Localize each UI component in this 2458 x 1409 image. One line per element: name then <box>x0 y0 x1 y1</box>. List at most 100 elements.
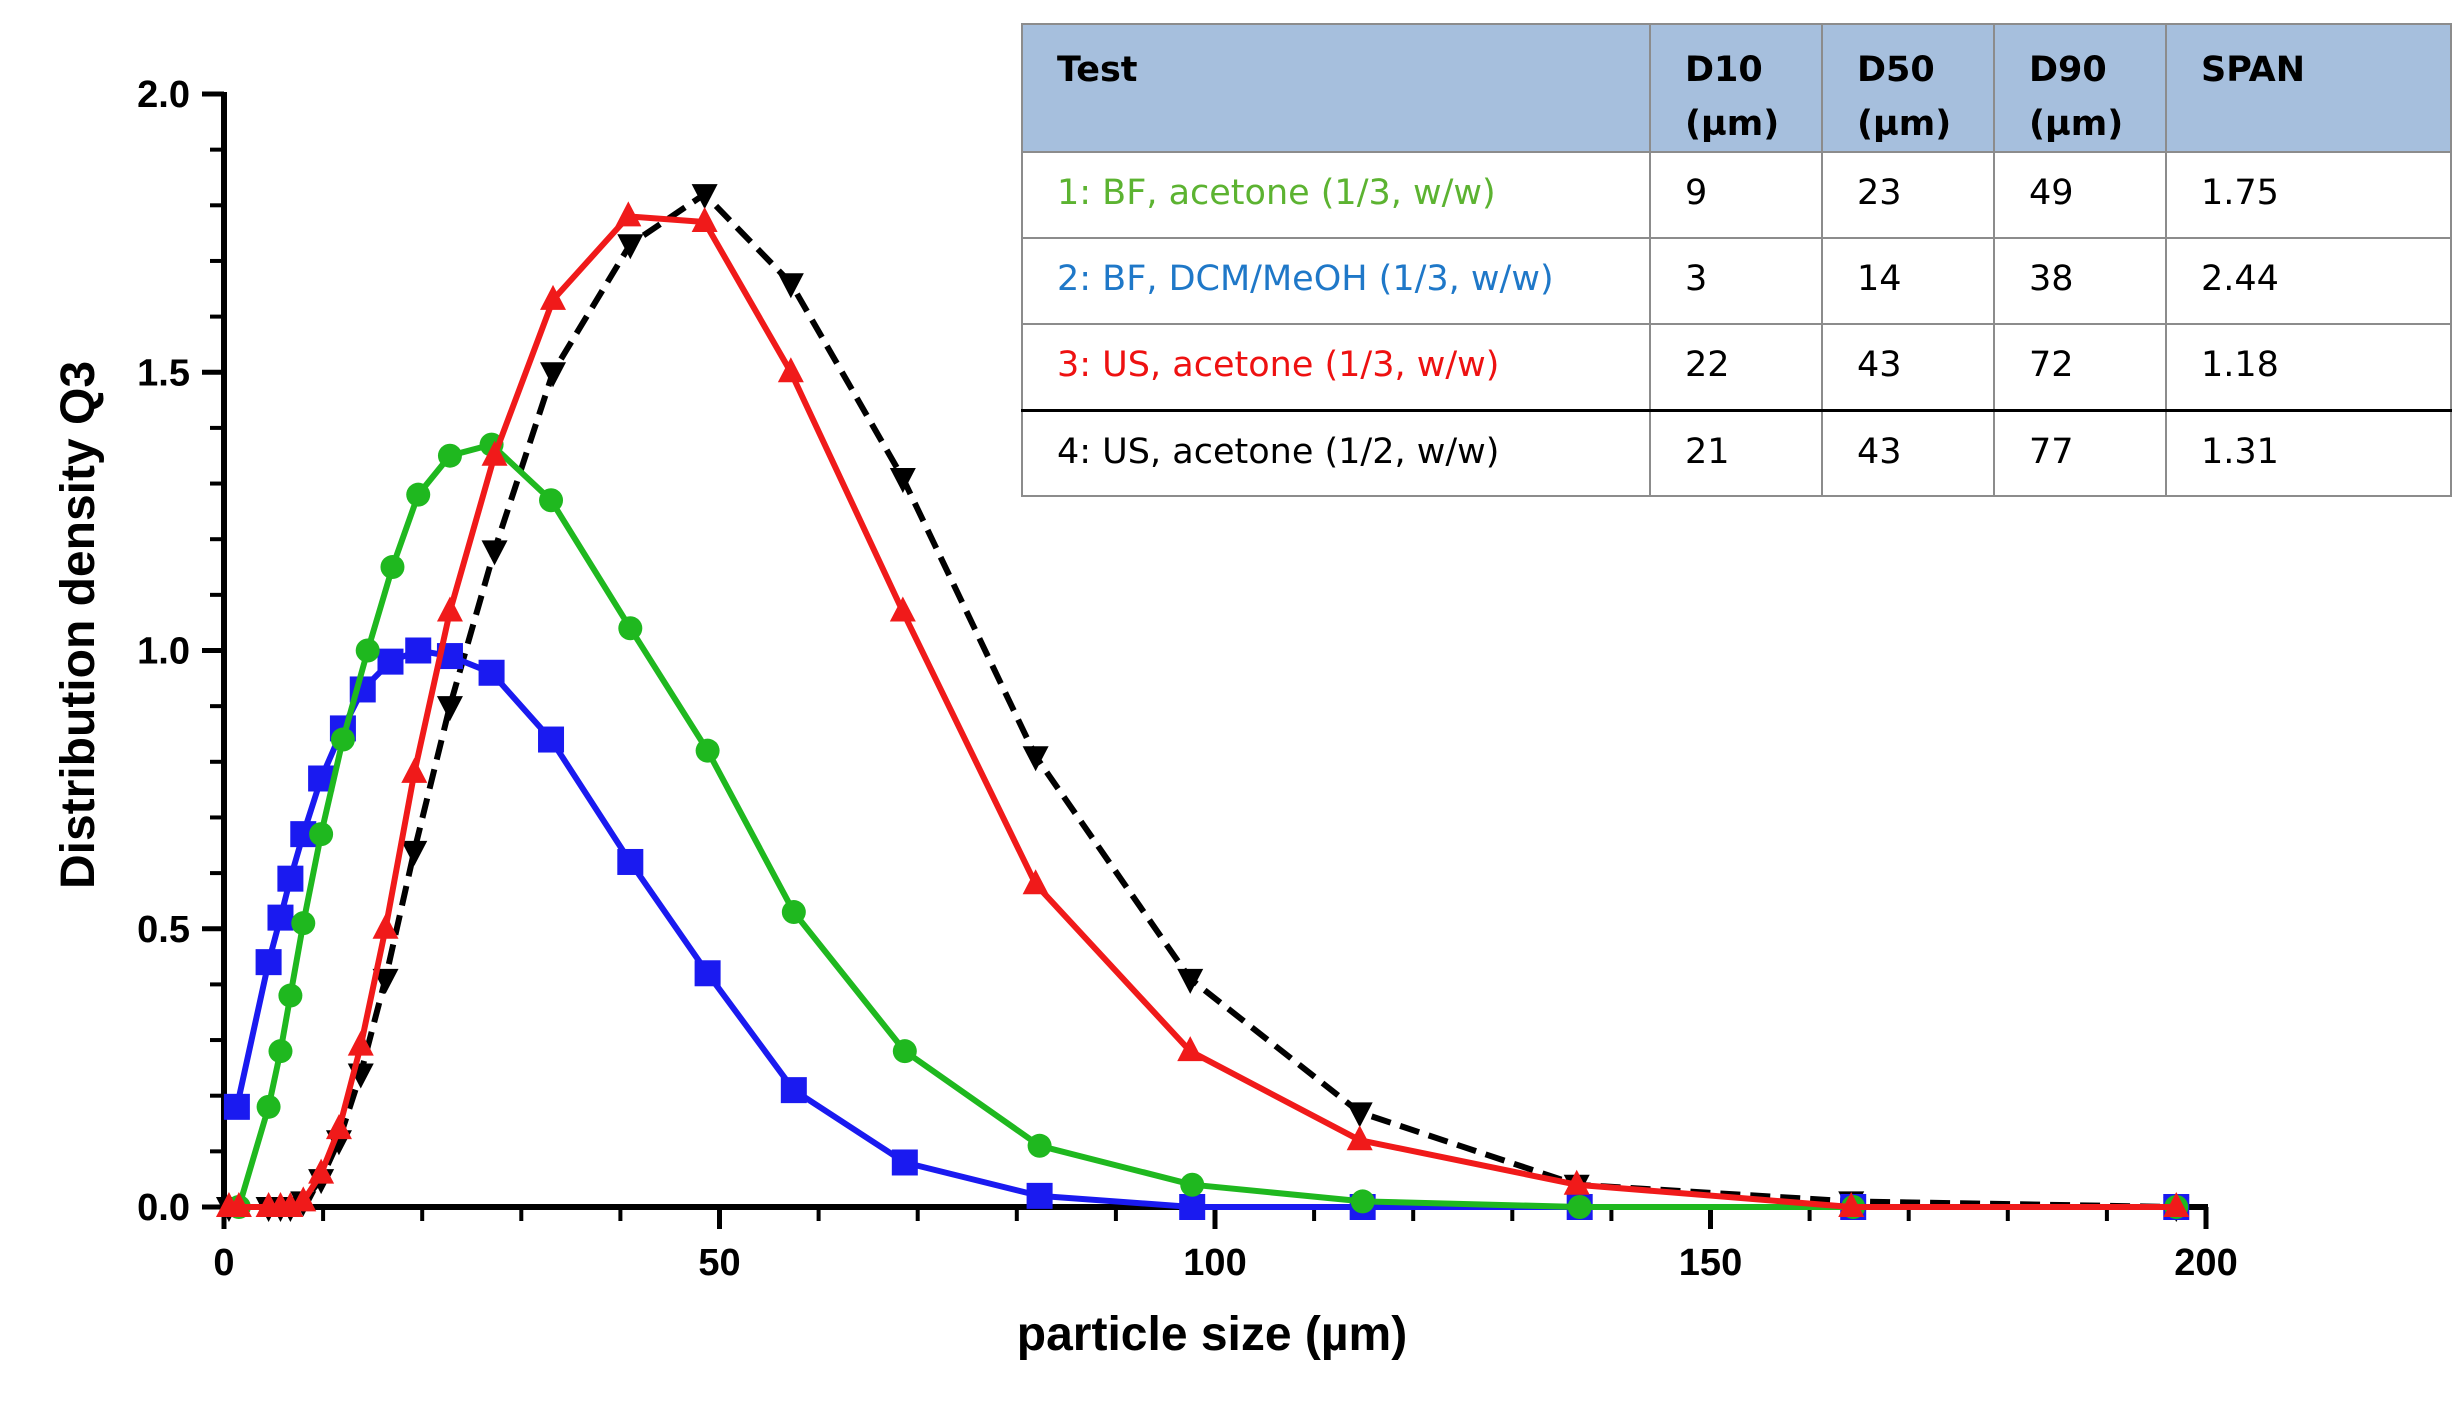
data-point <box>256 1094 281 1119</box>
data-point <box>618 616 643 641</box>
series-2 <box>223 637 2190 1220</box>
header-d10-unit: (µm) <box>1685 104 1780 144</box>
header-d10: D10 (µm) <box>1649 23 1823 153</box>
data-point <box>481 540 508 566</box>
data-point <box>372 968 399 994</box>
data-point <box>1022 746 1049 772</box>
y-tick-label: 1.5 <box>137 352 190 394</box>
data-point <box>268 1039 293 1064</box>
y-tick-label: 2.0 <box>137 74 190 116</box>
data-point <box>377 648 404 675</box>
data-point <box>401 840 428 866</box>
data-point <box>406 482 431 507</box>
header-d50-unit: (µm) <box>1857 104 1952 144</box>
x-tick-label: 150 <box>1679 1242 1742 1284</box>
data-point <box>1177 1036 1204 1062</box>
row-d90: 77 <box>1993 408 2167 497</box>
data-point <box>290 1186 317 1212</box>
data-point <box>889 467 916 493</box>
x-tick-label: 100 <box>1183 1242 1246 1284</box>
data-point <box>478 659 505 686</box>
data-point <box>1027 1133 1052 1158</box>
data-point <box>1179 1194 1206 1220</box>
series-line <box>236 441 2177 1210</box>
data-point <box>2163 1192 2190 1217</box>
data-point <box>691 184 718 210</box>
y-tick-label: 0.0 <box>137 1187 190 1229</box>
data-point <box>436 696 463 722</box>
data-point <box>1838 1192 1865 1217</box>
header-d90: D90 (µm) <box>1993 23 2167 153</box>
series-3 <box>215 201 2190 1217</box>
header-d90-unit: (µm) <box>2029 104 2124 144</box>
header-span: SPAN <box>2165 23 2452 153</box>
data-point <box>617 848 644 875</box>
data-point <box>308 1158 335 1184</box>
row-test-label: 4: US, acetone (1/2, w/w) <box>1021 408 1651 497</box>
data-point <box>436 596 463 622</box>
x-axis-title: particle size (µm) <box>1017 1308 1407 1361</box>
row-test-label: 3: US, acetone (1/3, w/w) <box>1021 323 1651 411</box>
data-point <box>1180 1172 1205 1197</box>
data-point <box>615 201 642 227</box>
x-tick-label: 200 <box>2174 1242 2237 1284</box>
x-tick-label: 0 <box>213 1242 234 1284</box>
x-tick-label: 50 <box>698 1242 740 1284</box>
data-point <box>780 1077 807 1104</box>
row-d50: 23 <box>1821 151 1995 239</box>
row-d90: 72 <box>1993 323 2167 411</box>
data-point <box>540 362 567 388</box>
header-test: Test <box>1021 23 1651 153</box>
data-point <box>540 284 567 310</box>
data-point <box>777 357 804 383</box>
series-layer <box>215 184 2190 1222</box>
data-point <box>355 638 380 663</box>
data-point <box>309 822 334 847</box>
row-d90: 49 <box>1993 151 2167 239</box>
table-row: 3: US, acetone (1/3, w/w) 22 43 72 1.18 <box>1021 323 2452 411</box>
data-point <box>781 900 806 925</box>
data-point <box>539 488 564 513</box>
data-point <box>1567 1195 1592 1219</box>
data-point <box>255 949 282 976</box>
row-d90: 38 <box>1993 237 2167 325</box>
table-header-row: Test D10 (µm) D50 (µm) D90 (µm) SPAN <box>1021 23 2452 153</box>
summary-table: Test D10 (µm) D50 (µm) D90 (µm) SPAN 1: BF,… <box>1021 23 2452 497</box>
row-d10: 22 <box>1649 323 1823 411</box>
data-point <box>1563 1169 1590 1195</box>
data-point <box>891 1149 918 1176</box>
header-d90-name: D90 <box>2029 50 2107 90</box>
data-point <box>481 440 508 466</box>
header-d50: D50 (µm) <box>1821 23 1995 153</box>
row-span: 1.75 <box>2165 151 2452 239</box>
row-d50: 14 <box>1821 237 1995 325</box>
series-line <box>233 647 2177 1210</box>
table-row: 2: BF, DCM/MeOH (1/3, w/w) 3 14 38 2.44 <box>1021 237 2452 325</box>
data-point <box>277 865 304 892</box>
row-d50: 43 <box>1821 408 1995 497</box>
data-point <box>695 738 720 763</box>
row-span: 1.18 <box>2165 323 2452 411</box>
table-row: 1: BF, acetone (1/3, w/w) 9 23 49 1.75 <box>1021 151 2452 239</box>
row-d50: 43 <box>1821 323 1995 411</box>
data-point <box>691 206 718 232</box>
series-1 <box>226 432 2189 1219</box>
data-point <box>1026 1182 1053 1209</box>
y-tick-label: 0.5 <box>137 909 190 951</box>
data-point <box>1022 869 1049 895</box>
data-point <box>225 1192 252 1217</box>
row-span: 2.44 <box>2165 237 2452 325</box>
data-point <box>1346 1125 1373 1151</box>
header-d10-name: D10 <box>1685 50 1763 90</box>
data-point <box>889 596 916 622</box>
data-point <box>405 637 432 664</box>
y-tick-label: 1.0 <box>137 631 190 673</box>
data-point <box>291 911 316 936</box>
header-d50-name: D50 <box>1857 50 1935 90</box>
data-point <box>325 1114 352 1140</box>
data-point <box>777 273 804 299</box>
data-point <box>1350 1189 1375 1214</box>
y-axis-title: Distribution density Q3 <box>52 361 105 889</box>
data-point <box>330 727 355 752</box>
